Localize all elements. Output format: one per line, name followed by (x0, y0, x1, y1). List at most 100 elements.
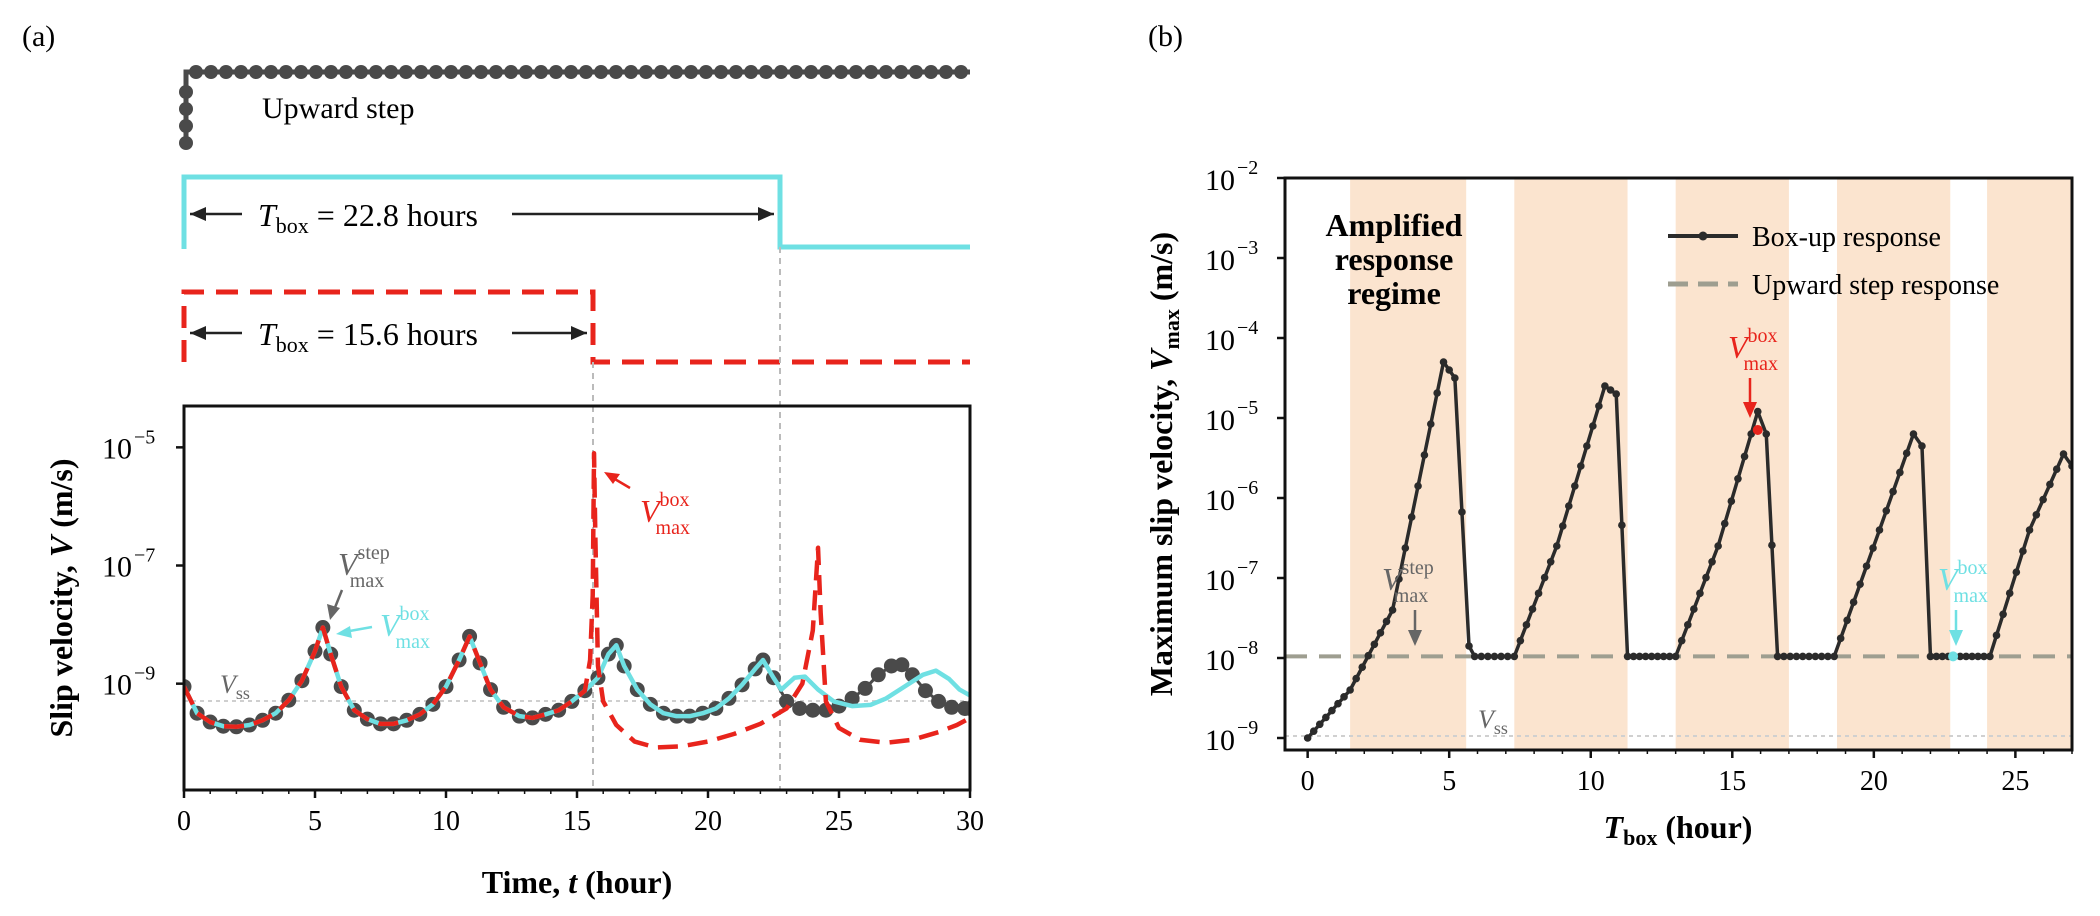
series-step-point (779, 693, 795, 709)
series-box-up-point (1334, 699, 1342, 708)
series-box-up-point (1690, 605, 1698, 613)
step-input-marker (789, 65, 803, 79)
b-ytick-label: 10 (1205, 724, 1235, 757)
series-box-up-point (1734, 475, 1742, 483)
panel-a-series (184, 451, 970, 750)
b-cyan-max-arrowhead (1949, 630, 1963, 646)
panel-b-cyan-box-max-annotation: Vbox max (1938, 557, 1988, 646)
series-box-up-point (1546, 557, 1555, 566)
step-input-marker (684, 65, 698, 79)
box-22-8-label: Tbox = 22.8 hours (258, 197, 478, 238)
series-box-up-point (1798, 652, 1807, 661)
series-step-point (844, 690, 860, 706)
b-ytick-label: 10 (1205, 324, 1235, 357)
b-xtick-label: 25 (2001, 766, 2029, 797)
series-step-point (857, 680, 873, 696)
series-box-up-point (1540, 573, 1549, 582)
step-input-marker (819, 65, 833, 79)
panel-a-xticks: 0 5 10 15 20 25 30 (177, 790, 984, 837)
a-xtick-label: 25 (825, 806, 853, 837)
series-box-up-point (1902, 449, 1911, 458)
panel-b-box-max-annotation: Vbox max (1728, 325, 1778, 418)
series-step-point (894, 657, 910, 673)
step-input-marker (924, 65, 938, 79)
a-step-max-arrowhead (327, 604, 340, 620)
a-ytick-exponent: −7 (134, 545, 155, 567)
series-box-up-point (2039, 495, 2047, 504)
series-box-up-point (1382, 617, 1391, 626)
b-ytick-exponent: −7 (1237, 557, 1258, 579)
series-box-up-point (1708, 557, 1716, 566)
series-box-up-point (1641, 652, 1650, 661)
series-box-up-point (1451, 374, 1459, 382)
series-box-up-point (1516, 636, 1525, 645)
series-box-up-point (1786, 652, 1794, 661)
series-box-up-point (1817, 652, 1826, 661)
a-xtick-label: 20 (694, 806, 722, 837)
series-box-up-point (1589, 422, 1597, 430)
b-step-max-label: Vstep max (1382, 557, 1434, 607)
step-input-marker (179, 102, 193, 116)
step-input-marker (204, 65, 218, 79)
series-box-up-point (1753, 407, 1762, 416)
series-box-up-point (1577, 462, 1585, 470)
a-ytick-label: 10 (102, 669, 132, 702)
box-22-8-line (181, 174, 970, 250)
box-15-6-line (181, 289, 970, 365)
step-input-marker (474, 65, 488, 79)
series-box-up-point (1414, 482, 1422, 490)
series-box-up-point (1824, 652, 1832, 661)
series-box-up-point (1601, 382, 1609, 390)
step-input-marker (954, 65, 968, 79)
step-input-marker (639, 65, 653, 79)
series-box-up-point (1635, 652, 1644, 661)
series-box-up-point (1980, 652, 1988, 661)
series-box-up-point (1986, 652, 1994, 661)
step-input-marker (399, 65, 413, 79)
b-ytick-exponent: −6 (1237, 477, 1258, 499)
series-box-up-point (1407, 513, 1416, 521)
series-box-up-point (1534, 589, 1543, 598)
a-ytick-label: 10 (102, 432, 132, 465)
box-input-22-8: Tbox = 22.8 hours (181, 174, 970, 250)
step-input-marker (669, 65, 683, 79)
step-input-marker (279, 65, 293, 79)
step-input-marker (414, 65, 428, 79)
panel-a-input-schematics: Upward step Tbox = 22.8 hours Tbox = 15.… (179, 65, 970, 790)
series-box-up-point (1439, 358, 1448, 366)
series-box-up-point (1358, 663, 1367, 671)
series-box-up-point (2032, 511, 2041, 519)
step-input-marker (384, 65, 398, 79)
series-box-up-point (2025, 526, 2034, 534)
series-box-up-point (1340, 693, 1348, 701)
step-input-marker (909, 65, 923, 79)
series-box-up-point (1665, 652, 1674, 661)
step-input-marker (729, 65, 743, 79)
a-cyan-max-arrowhead (336, 626, 352, 638)
b-ytick-exponent: −3 (1237, 237, 1258, 259)
series-step-point (792, 700, 808, 716)
series-box-up-point (1458, 508, 1466, 516)
series-box-up-point (1999, 610, 2007, 619)
shaded-band (1514, 178, 1628, 750)
panel-label-b: (b) (1148, 20, 1183, 53)
b-xtick-label: 10 (1577, 766, 1605, 797)
series-box-up-point (1328, 706, 1336, 715)
panel-b-xlabel: Tbox (hour) (1604, 809, 1753, 850)
series-box-up-point (1805, 652, 1813, 661)
panel-a-xlabel: Time, t (hour) (482, 864, 673, 900)
panel-a-box-max-annotation: Vbox max (604, 472, 690, 539)
b-box-max-highlight (1752, 425, 1763, 435)
series-box-up-point (1528, 605, 1537, 613)
legend-box-up-marker (1698, 231, 1708, 241)
series-box-up-point (1862, 562, 1871, 570)
series-box-up-point (1896, 468, 1904, 477)
step-input-label: Upward step (262, 92, 414, 125)
b-ytick-label: 10 (1205, 164, 1235, 197)
b-ytick-label: 10 (1205, 564, 1235, 597)
panel-a-frame (182, 404, 972, 792)
series-box-up-point (1974, 652, 1982, 661)
step-input-marker (834, 65, 848, 79)
step-input-marker (699, 65, 713, 79)
